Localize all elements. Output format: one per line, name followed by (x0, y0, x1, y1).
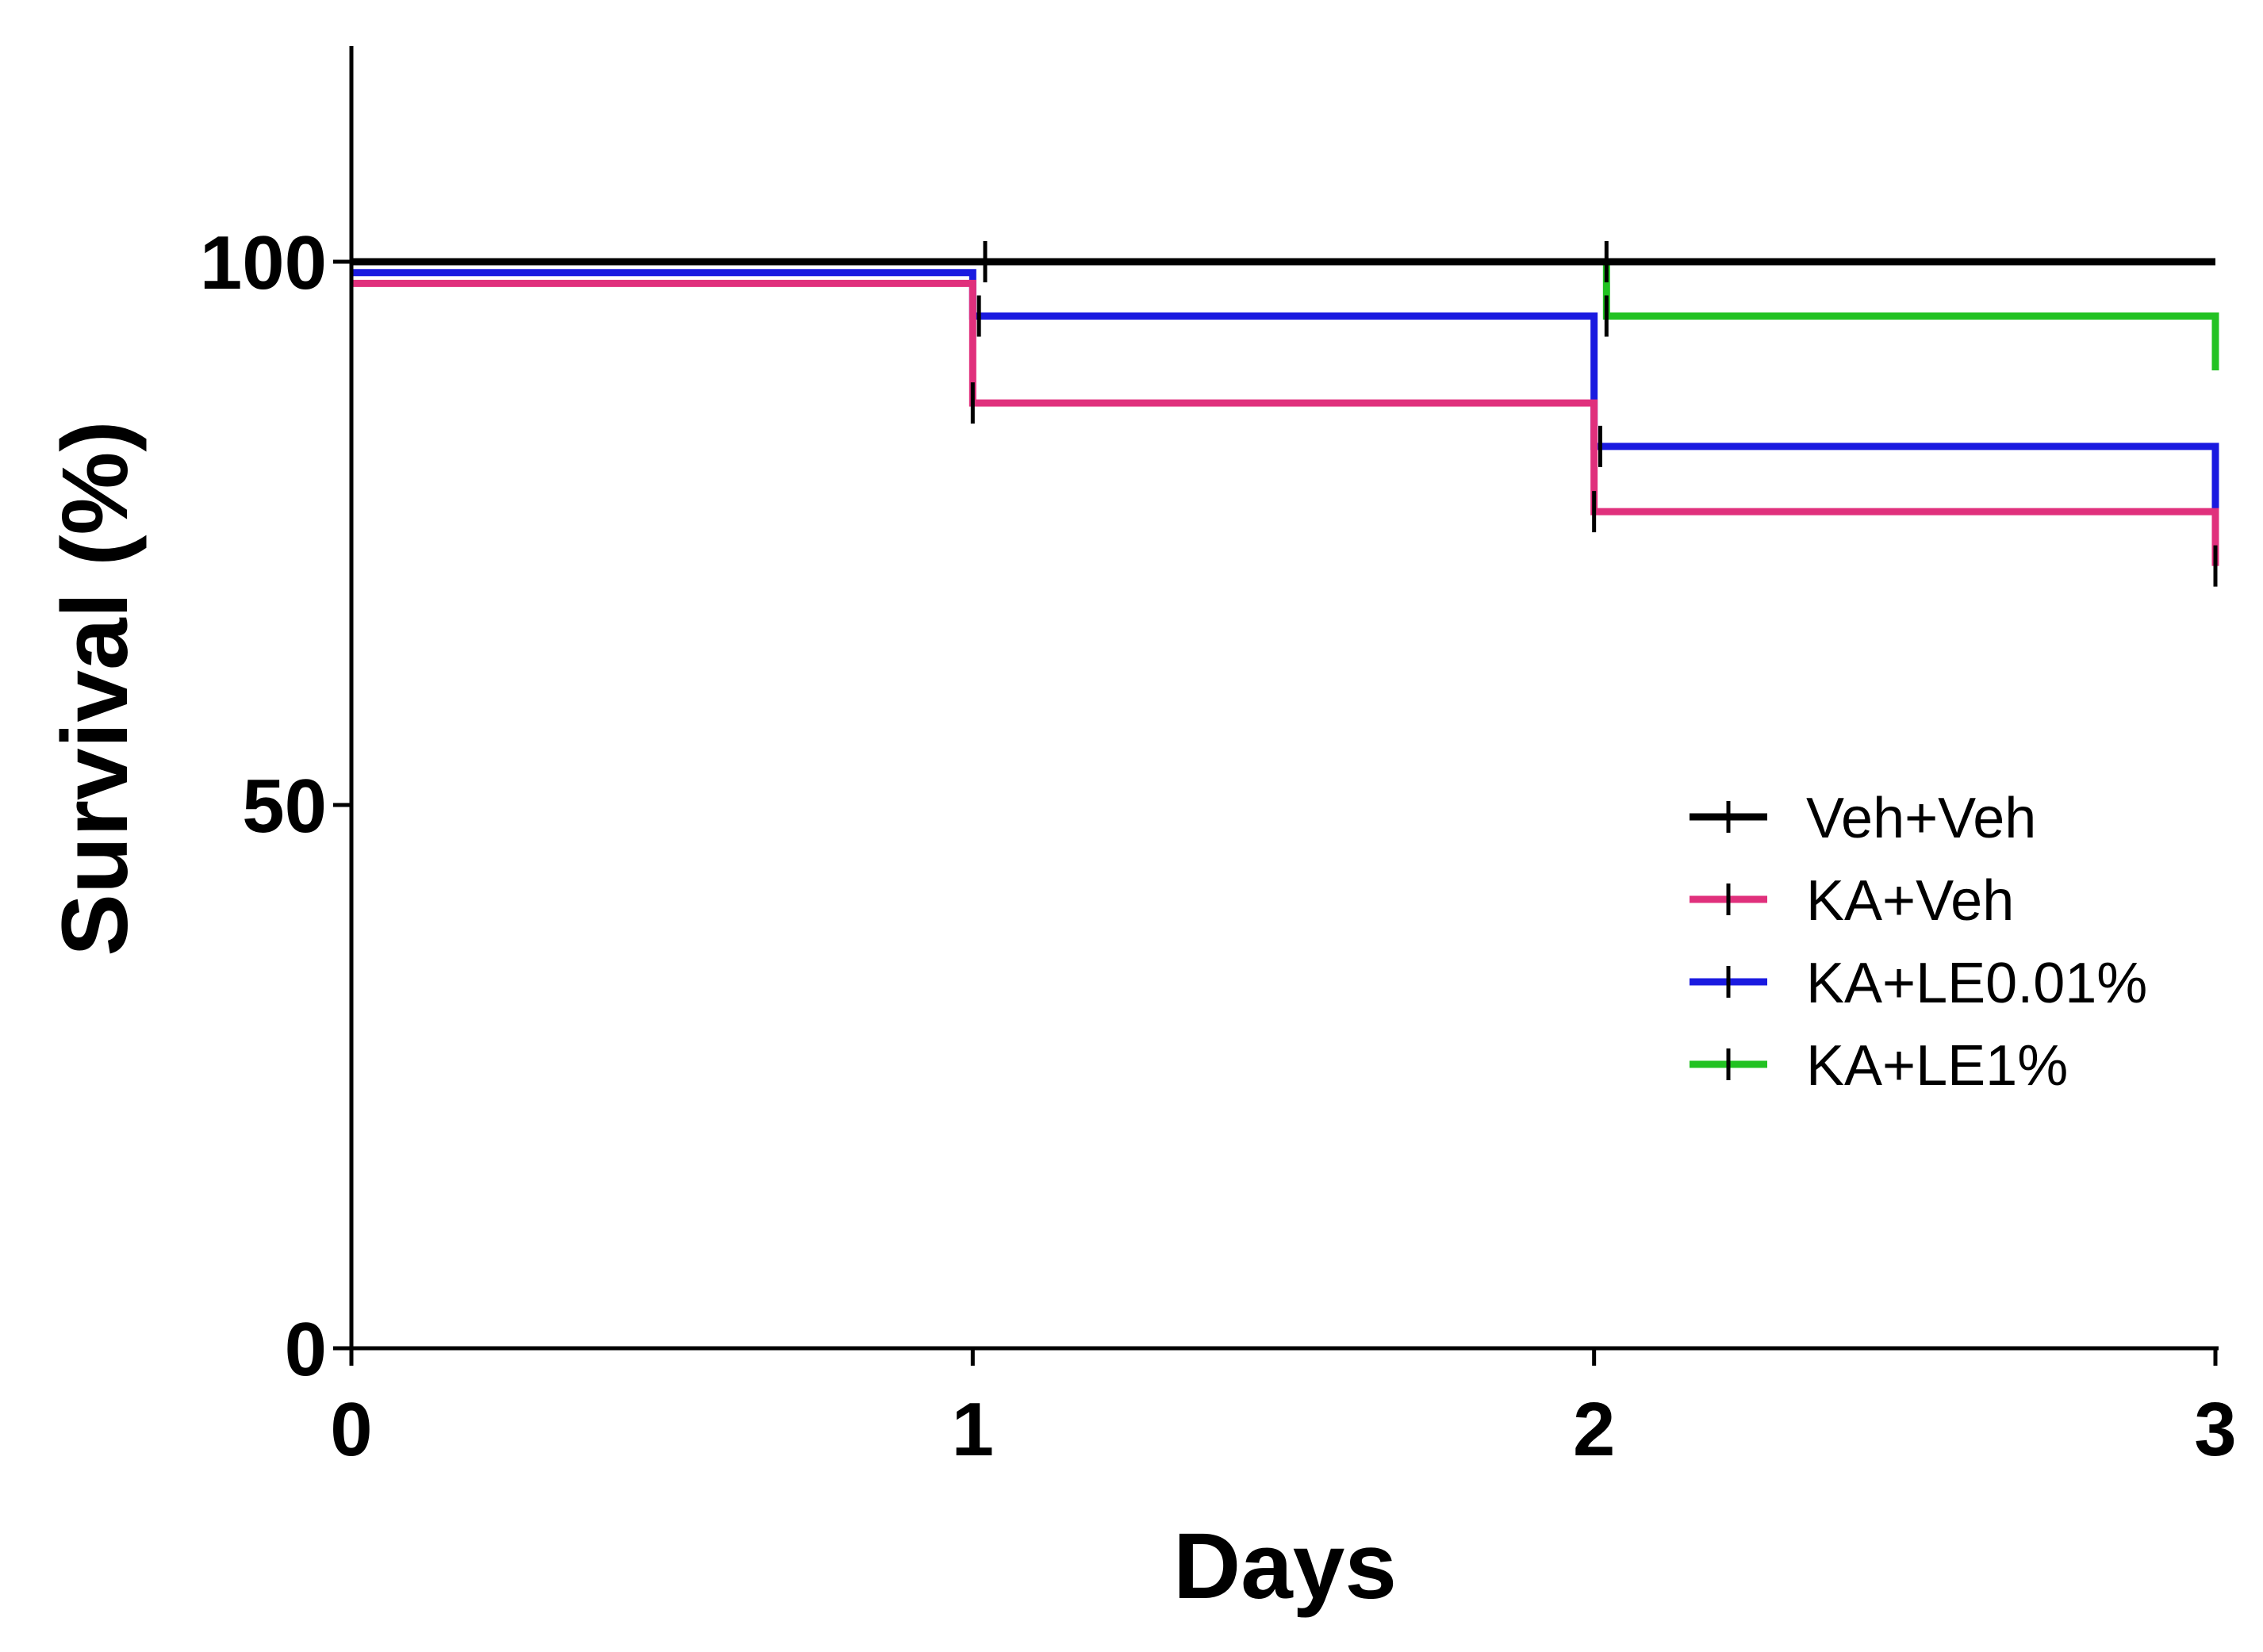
axes-layer (341, 46, 2219, 1351)
series-line-ka-veh (351, 279, 2219, 566)
y-axis-title: Survival (%) (43, 420, 148, 956)
legend-item-ka-le1-: KA+LE1% (1690, 1034, 2068, 1098)
x-tick-label: 1 (952, 1387, 994, 1472)
legend-label-veh-veh: Veh+Veh (1806, 787, 2036, 850)
legend-item-veh-veh: Veh+Veh (1690, 787, 2036, 850)
curves-layer (351, 241, 2219, 587)
x-tick-label: 2 (1573, 1387, 1615, 1472)
legend-item-ka-veh: KA+Veh (1690, 869, 2014, 933)
y-tick-label: 0 (285, 1307, 327, 1392)
series-line-ka-le0-01- (351, 269, 2219, 512)
legend-label-ka-le0-01-: KA+LE0.01% (1806, 952, 2147, 1015)
x-axis-title: Days (1173, 1514, 1397, 1619)
x-tick-label: 3 (2194, 1387, 2236, 1472)
y-tick-label: 100 (200, 220, 327, 305)
legend: Veh+Veh KA+Veh KA+LE0.01% KA+LE1% (1690, 787, 2147, 1098)
ticks-layer: 0 1 2 3 0 50 100 (200, 220, 2237, 1472)
legend-item-ka-le0-01-: KA+LE0.01% (1690, 952, 2147, 1015)
legend-label-ka-veh: KA+Veh (1806, 869, 2014, 933)
x-tick-label: 0 (330, 1387, 372, 1472)
legend-label-ka-le1-: KA+LE1% (1806, 1034, 2068, 1098)
y-tick-label: 50 (242, 764, 327, 849)
